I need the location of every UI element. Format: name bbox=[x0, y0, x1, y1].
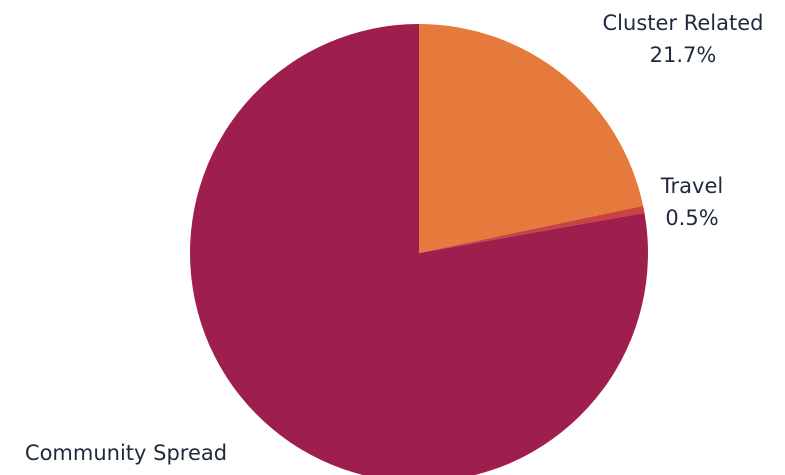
pie-slice-community-spread bbox=[190, 24, 648, 475]
pie-slices bbox=[190, 23, 648, 475]
label-cluster-related-value: 21.7% bbox=[650, 43, 717, 67]
label-community-spread-name: Community Spread bbox=[25, 441, 227, 465]
pie-slice-cluster-related bbox=[419, 23, 644, 253]
label-cluster-related-name: Cluster Related bbox=[603, 11, 764, 35]
label-travel-value: 0.5% bbox=[665, 206, 718, 230]
label-travel-name: Travel bbox=[660, 174, 723, 198]
pie-slice-travel bbox=[419, 205, 645, 253]
